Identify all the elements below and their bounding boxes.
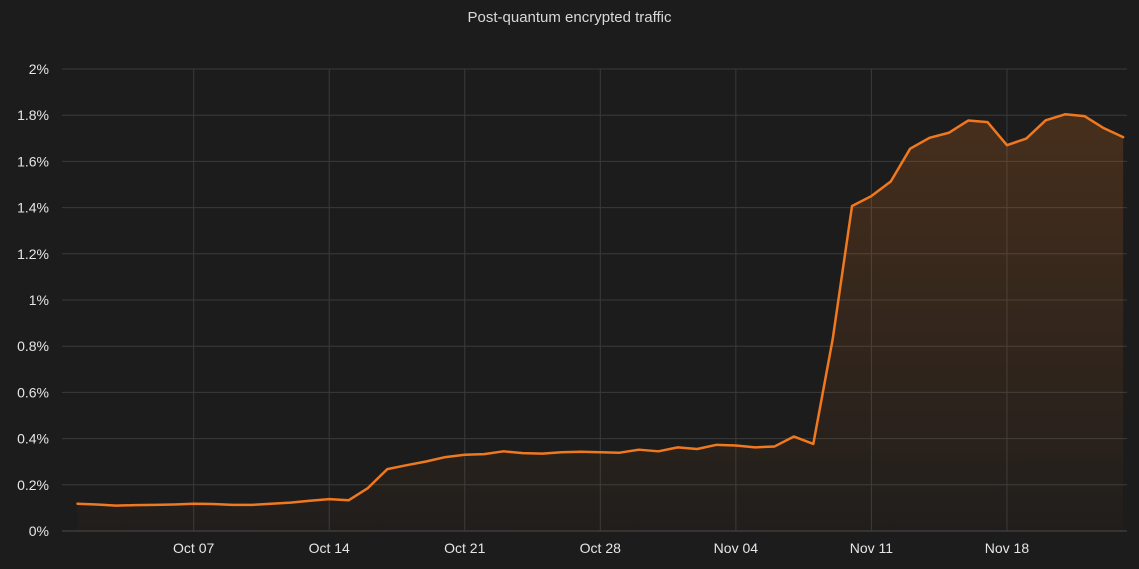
y-tick-label: 0.8% — [17, 338, 49, 354]
y-tick-label: 0% — [29, 523, 49, 539]
y-tick-label: 0.4% — [17, 431, 49, 447]
series-area — [77, 114, 1124, 531]
series-line — [76, 113, 1125, 507]
y-tick-label: 1% — [29, 292, 49, 308]
x-tick-label: Oct 14 — [309, 540, 350, 556]
series-line-layer — [76, 113, 1125, 507]
y-tick-label: 1.4% — [17, 200, 49, 216]
y-tick-label: 2% — [29, 61, 49, 77]
x-tick-label: Oct 07 — [173, 540, 214, 556]
series-area-layer — [77, 114, 1124, 531]
y-tick-label: 1.8% — [17, 107, 49, 123]
y-tick-label: 0.2% — [17, 477, 49, 493]
chart-title: Post-quantum encrypted traffic — [468, 9, 672, 26]
y-axis: 0% 0.2% 0.4% 0.6% 0.8% 1% 1.2% 1.4% 1.6% 1.8% 2% — [17, 61, 49, 539]
x-axis: Oct 07 Oct 14 Oct 21 Oct 28 Nov 04 Nov 11 Nov … — [173, 540, 1029, 556]
x-tick-label: Nov 04 — [714, 540, 759, 556]
y-tick-label: 0.6% — [17, 384, 49, 400]
y-tick-label: 1.6% — [17, 153, 49, 169]
x-tick-label: Oct 21 — [444, 540, 485, 556]
x-tick-label: Nov 18 — [985, 540, 1030, 556]
x-tick-label: Oct 28 — [580, 540, 621, 556]
y-tick-label: 1.2% — [17, 246, 49, 262]
x-tick-label: Nov 11 — [850, 540, 894, 556]
